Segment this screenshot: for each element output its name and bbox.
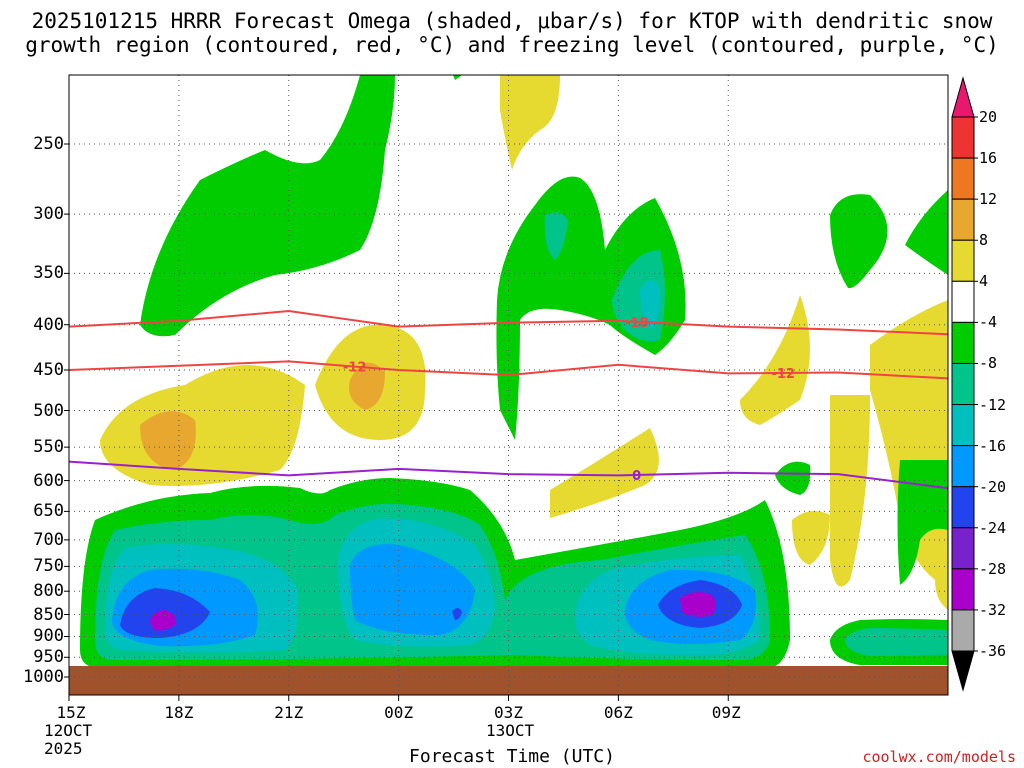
omega-teal-region [544,212,568,260]
omega-yellow-region [740,295,810,425]
colorbar-label: -20 [979,477,1007,496]
chart-title-line2: growth region (contoured, red, °C) and f… [25,33,999,57]
y-tick-label: 450 [33,359,64,380]
colorbar-swatch [951,157,975,200]
colorbar-swatch [951,527,975,570]
omega-green-region [453,75,462,80]
y-tick-label: 500 [33,400,64,421]
x-start-date: 12OCT [44,721,93,740]
colorbar-label: -32 [979,600,1007,619]
colorbar-swatch [951,362,975,406]
omega-purple-region [150,610,176,631]
colorbar-swatch [951,486,975,529]
y-tick-label: 250 [33,134,64,154]
colorbar-label: 4 [979,272,989,291]
x-tick-label: 00Z [384,703,414,722]
y-tick-label: 600 [33,470,64,491]
x-tick-label: 09Z [711,703,741,722]
contour-lines: -18 -12 -12 0 [68,309,949,490]
y-tick-label: 900 [33,626,64,647]
x-tick-label: 21Z [274,703,304,722]
y-tick-label: 550 [33,437,64,458]
omega-green-region [830,194,888,289]
x-tick-label: 18Z [164,703,194,722]
omega-cyan-region [640,280,660,330]
contour-line [68,460,949,490]
colorbar-swatch [951,445,975,488]
colorbar-swatch [951,198,975,241]
omega-orange-region [140,411,196,470]
omega-yellow-region [792,511,830,565]
y-tick-label: 950 [33,647,64,668]
colorbar [951,76,978,692]
y-tick-label: 350 [33,263,64,284]
omega-blue-region [350,544,475,635]
contour-line [68,360,949,380]
x-mid-date: 13OCT [486,721,535,740]
y-tick-label: 1000 [23,667,64,687]
colorbar-swatch [951,239,975,282]
contour-label: -12 [343,361,367,376]
colorbar-label: -8 [979,354,998,373]
colorbar-swatch [951,404,975,447]
y-tick-label: 750 [33,556,64,577]
colorbar-label: 16 [979,149,998,168]
colorbar-swatch [951,321,975,364]
credit-link[interactable]: coolwx.com/models [862,748,1016,766]
omega-yellow-region [100,365,305,486]
contour-label: -18 [625,316,649,331]
omega-yellow-region [550,428,659,518]
colorbar-bottom-arrow [951,650,975,692]
colorbar-label: -12 [979,395,1007,414]
x-axis-title: Forecast Time (UTC) [409,746,615,767]
omega-shading [80,75,948,668]
colorbar-swatch [951,609,975,652]
chart-title-line1: 2025101215 HRRR Forecast Omega (shaded, … [31,9,993,33]
contour-label: 0 [632,469,641,484]
colorbar-label: 8 [979,231,989,250]
x-tick-label: 03Z [494,703,523,722]
omega-orange-region [349,362,385,410]
colorbar-swatch [951,116,975,159]
colorbar-label: -36 [979,642,1007,660]
colorbar-label: 20 [979,108,998,126]
contour-line [68,309,949,336]
x-tick-label: 15Z [56,703,86,722]
y-tick-label: 300 [33,204,64,225]
omega-green-region [496,176,686,440]
omega-darkblue-region [452,608,462,620]
colorbar-top-arrow [951,76,975,118]
contour-label: -12 [771,367,795,382]
colorbar-label: -4 [979,313,998,332]
colorbar-label: -28 [979,559,1007,578]
omega-green-region [905,190,948,275]
omega-yellow-region [500,75,560,170]
y-tick-label: 700 [33,529,64,550]
omega-yellow-region [830,395,870,587]
y-tick-label: 800 [33,581,64,602]
omega-green-region [775,461,811,495]
colorbar-label: 12 [979,190,998,209]
y-tick-label: 650 [33,501,64,522]
omega-green-region [140,75,395,337]
x-start-year: 2025 [44,739,83,758]
x-tick-label: 06Z [603,703,633,722]
omega-teal-region [845,628,948,656]
omega-green-region [897,460,948,585]
colorbar-swatch [951,568,975,611]
colorbar-label: -16 [979,436,1007,455]
omega-purple-region [680,592,716,617]
colorbar-label: -24 [979,518,1007,537]
colorbar-swatch [951,280,975,323]
axis-ticks [64,143,729,701]
y-tick-label: 400 [33,314,64,335]
y-tick-label: 850 [33,604,64,625]
